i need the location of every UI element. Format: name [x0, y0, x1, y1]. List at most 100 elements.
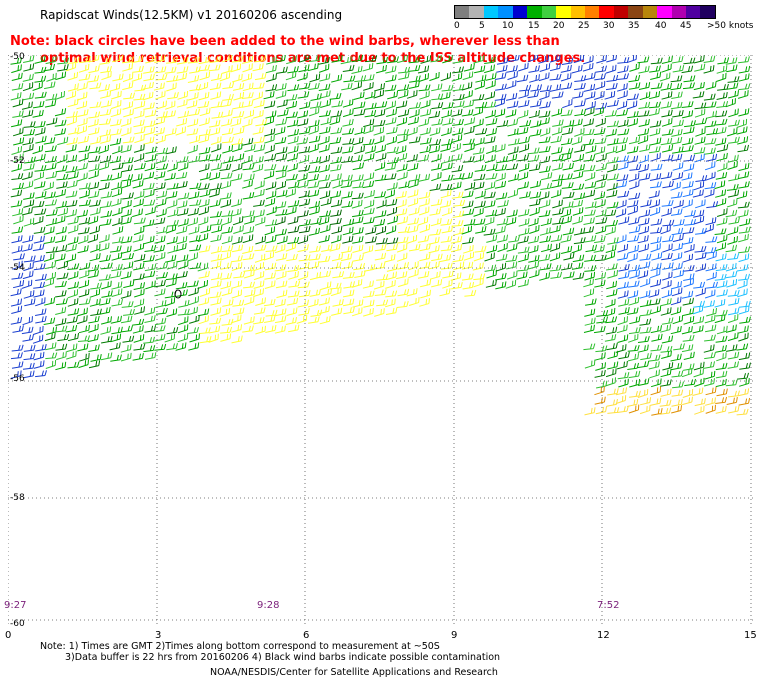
wind-barb — [308, 261, 320, 270]
wind-barb — [189, 182, 202, 190]
wind-barb — [462, 71, 474, 81]
wind-barb — [45, 352, 58, 360]
wind-barb — [495, 164, 508, 172]
wind-barb — [693, 361, 705, 371]
wind-barb — [265, 64, 277, 74]
wind-barb — [538, 72, 550, 82]
wind-barb — [111, 188, 123, 198]
wind-barb — [539, 165, 551, 173]
wind-barb — [694, 136, 706, 145]
wind-barb — [418, 73, 429, 83]
wind-barb — [76, 125, 88, 135]
wind-barb — [320, 288, 333, 297]
wind-barb — [156, 226, 168, 234]
wind-barb — [705, 171, 716, 181]
wind-barb — [209, 291, 222, 299]
wind-barb — [715, 126, 727, 135]
wind-barb — [55, 290, 67, 298]
wind-barb — [33, 325, 44, 335]
wind-barb — [417, 154, 430, 162]
wind-barb — [277, 109, 289, 117]
wind-barb — [13, 153, 24, 163]
wind-barb — [22, 144, 34, 153]
wind-barb — [352, 216, 364, 225]
wind-barb — [430, 198, 443, 207]
wind-barb — [505, 255, 518, 263]
wind-barb — [307, 181, 320, 189]
wind-barb — [164, 297, 176, 307]
wind-barb — [672, 233, 684, 243]
wind-barb — [716, 144, 729, 153]
wind-barb — [397, 171, 408, 181]
wind-barb — [166, 56, 178, 64]
wind-barb — [529, 129, 542, 137]
wind-barb — [318, 305, 330, 315]
wind-barb — [552, 162, 564, 171]
wind-barb — [638, 163, 649, 173]
wind-barb — [156, 163, 169, 171]
wind-barb — [683, 316, 695, 325]
wind-barb — [571, 118, 583, 127]
wind-barb — [265, 309, 278, 317]
wind-barb — [453, 199, 466, 207]
wind-barb — [706, 128, 719, 136]
colorbar-swatch — [556, 6, 571, 18]
colorbar-swatch — [570, 6, 585, 18]
wind-barb — [637, 235, 649, 244]
wind-barb — [23, 344, 36, 352]
wind-barb — [496, 234, 509, 243]
wind-barb — [615, 395, 627, 405]
wind-barb — [727, 253, 740, 260]
wind-barb — [13, 215, 24, 225]
wind-barb — [439, 91, 451, 101]
wind-barb — [461, 261, 474, 270]
wind-barb — [111, 288, 123, 297]
wind-barb — [584, 181, 597, 189]
wind-barb — [627, 146, 639, 154]
wind-barb — [21, 243, 33, 252]
wind-barb — [683, 351, 695, 360]
contamination-circle-marker — [174, 289, 182, 299]
wind-barb — [134, 253, 146, 262]
wind-barb — [420, 99, 431, 109]
wind-barb — [90, 282, 102, 290]
wind-barb — [78, 279, 90, 289]
wind-barb — [519, 84, 532, 92]
wind-barb — [649, 127, 661, 137]
wind-barb — [617, 190, 630, 198]
wind-barb — [727, 332, 739, 342]
wind-barb — [164, 333, 176, 343]
wind-barb — [593, 244, 605, 253]
wind-barb — [661, 317, 674, 325]
wind-barb — [76, 91, 88, 101]
wind-barb — [661, 55, 673, 64]
wind-barb — [297, 271, 309, 281]
wind-barb — [725, 324, 737, 333]
wind-barb — [617, 155, 630, 163]
wind-barb — [539, 91, 550, 101]
wind-barb — [615, 144, 626, 154]
wind-barb — [692, 189, 704, 198]
wind-barb — [583, 209, 596, 217]
wind-barb — [396, 199, 407, 209]
wind-barb — [33, 281, 46, 289]
wind-barb — [222, 145, 234, 154]
wind-barb — [120, 179, 132, 189]
wind-barb — [66, 111, 78, 119]
wind-barb — [551, 108, 563, 117]
wind-barb — [264, 262, 277, 271]
wind-barb — [649, 206, 661, 217]
wind-barb — [452, 84, 465, 92]
wind-barb — [189, 244, 202, 252]
wind-barb — [650, 262, 662, 271]
wind-barb — [639, 278, 651, 288]
wind-barb — [45, 342, 57, 351]
wind-barb — [87, 234, 99, 243]
wind-barb — [100, 210, 113, 218]
wind-barb — [574, 99, 586, 108]
wind-barb — [376, 299, 389, 307]
wind-barb — [351, 199, 363, 209]
wind-barb — [397, 134, 408, 144]
wind-barb — [429, 127, 441, 136]
wind-barb — [88, 127, 100, 136]
